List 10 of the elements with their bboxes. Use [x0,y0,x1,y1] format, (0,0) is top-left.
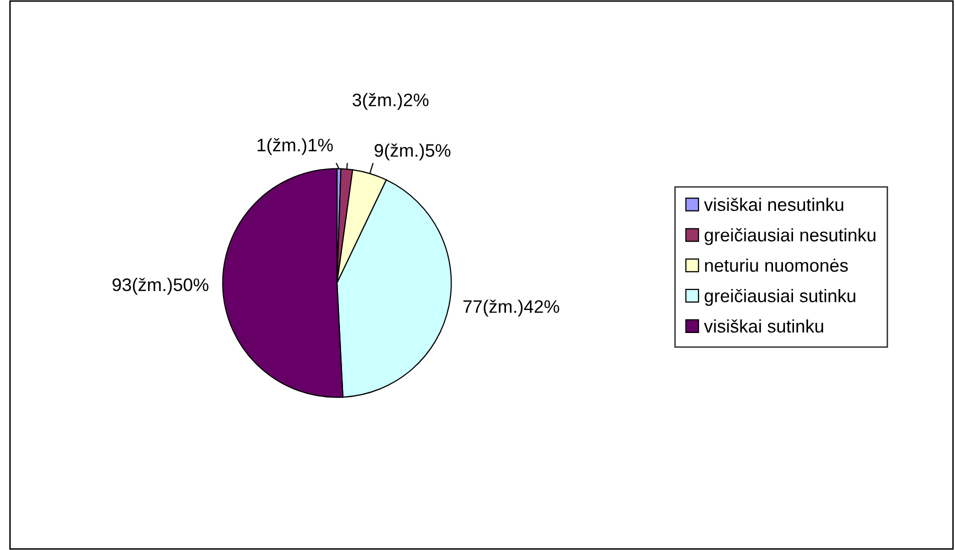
data-label: 9(žm.)5% [374,144,450,160]
data-label: 77(žm.)42% [463,300,560,317]
data-label: 93(žm.)50% [112,278,208,295]
legend-label: neturiu nuomonės [705,258,848,272]
data-label: 3(žm.)2% [352,93,428,110]
data-label: 1(žm.)1% [258,138,333,156]
legend-label: greičiausiai nesutinku [704,228,876,246]
legend-label: visiškai sutinku [704,319,824,333]
legend-label: greičiausiai sutinku [704,288,856,306]
legend-label: visiškai nesutinku [704,198,844,212]
